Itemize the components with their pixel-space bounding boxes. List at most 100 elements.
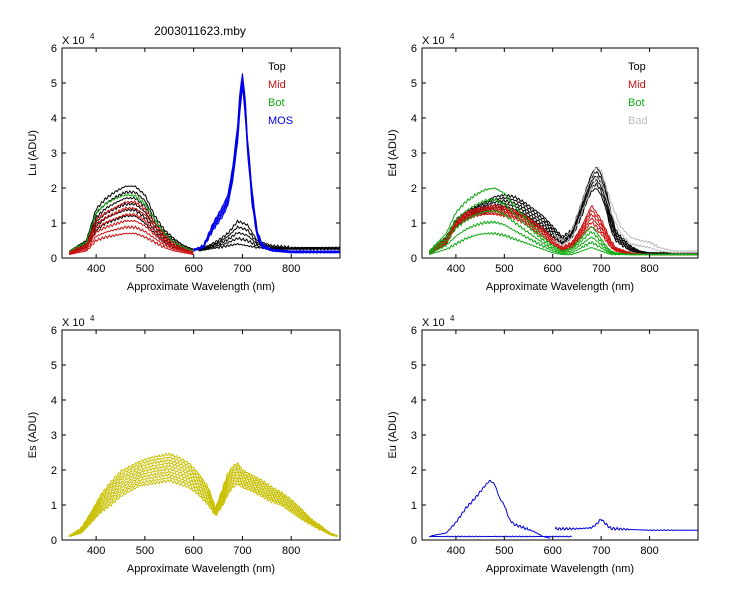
x-axis-label: Approximate Wavelength (nm) (127, 281, 275, 293)
x-tick-label: 800 (282, 263, 300, 275)
legend-entry-top: Top (268, 61, 286, 73)
y-axis-label: Eu (ADU) (387, 411, 399, 458)
series-group (68, 73, 340, 256)
x-tick-label: 600 (544, 263, 562, 275)
y-tick-label: 1 (51, 500, 57, 512)
x-tick-label: 700 (592, 263, 610, 275)
y-multiplier-exponent: 4 (90, 32, 95, 41)
y-tick-label: 5 (51, 78, 57, 90)
y-tick-label: 3 (411, 148, 417, 160)
y-tick-label: 2 (51, 465, 57, 477)
legend-entry-mid: Mid (628, 79, 646, 91)
y-tick-label: 6 (51, 43, 57, 55)
series-line-mid-4 (69, 206, 194, 253)
y-multiplier-exponent: 4 (450, 32, 455, 41)
y-tick-label: 6 (411, 325, 417, 337)
y-tick-label: 1 (411, 500, 417, 512)
series-line-mos-5 (193, 73, 340, 252)
series-line-es-0 (69, 478, 338, 538)
x-tick-label: 700 (233, 545, 251, 557)
y-tick-label: 1 (51, 218, 57, 230)
y-tick-label: 0 (411, 535, 417, 547)
y-tick-label: 5 (411, 360, 417, 372)
panel-es: 400 500 600 700 800 0 1 2 3 4 5 6 X 10 4 Approximate W… (27, 314, 341, 575)
y-tick-label: 4 (411, 395, 417, 407)
plot-frame (421, 329, 699, 541)
y-tick-label: 0 (51, 535, 57, 547)
y-multiplier: X 10 (62, 317, 85, 329)
y-tick-label: 4 (411, 113, 417, 125)
y-tick-label: 3 (51, 430, 57, 442)
series-line-top-red-4 (198, 219, 340, 250)
y-tick-label: 2 (51, 183, 57, 195)
legend-entry-bad: Bad (628, 115, 648, 127)
x-tick-label: 500 (136, 545, 154, 557)
legend-entry-bot: Bot (628, 97, 645, 109)
series-line-bad-0 (552, 175, 698, 254)
y-multiplier-exponent: 4 (450, 314, 455, 323)
y-multiplier-exponent: 4 (90, 314, 95, 323)
series-line-top-1 (428, 182, 698, 256)
series-line-top-5 (428, 166, 698, 254)
series-line-eu-base-0 (429, 535, 572, 538)
series-line-es-9 (68, 452, 338, 537)
legend-entry-mid: Mid (268, 79, 286, 91)
y-axis-label: Es (ADU) (27, 412, 39, 458)
y-tick-label: 0 (51, 253, 57, 265)
y-tick-label: 1 (411, 218, 417, 230)
series-line-bot-0 (69, 193, 194, 252)
panel-ed: 400 500 600 700 800 0 1 2 3 4 5 6 X 10 4 Approximate W… (387, 32, 699, 293)
y-tick-label: 4 (51, 113, 57, 125)
series-line-bad-1 (552, 166, 698, 252)
series-group (429, 479, 698, 539)
x-tick-label: 400 (87, 263, 105, 275)
series-line-top-5 (69, 185, 194, 252)
y-tick-label: 0 (411, 253, 417, 265)
series-line-mid-3 (69, 212, 194, 254)
series-line-eu-0 (429, 479, 551, 539)
x-tick-label: 500 (136, 263, 154, 275)
legend-entry-top: Top (628, 61, 646, 73)
y-multiplier: X 10 (422, 35, 445, 47)
plot-frame (61, 47, 341, 259)
y-multiplier: X 10 (422, 317, 445, 329)
y-axis-label: Ed (ADU) (387, 129, 399, 176)
x-tick-label: 600 (185, 545, 203, 557)
x-axis-label: Approximate Wavelength (nm) (486, 281, 634, 293)
y-tick-label: 2 (411, 183, 417, 195)
series-line-mos-0 (193, 86, 340, 254)
y-tick-label: 6 (411, 43, 417, 55)
series-line-bot-4 (428, 187, 698, 256)
y-axis-label: Lu (ADU) (27, 130, 39, 176)
x-tick-label: 500 (495, 263, 513, 275)
series-group (428, 166, 698, 256)
x-tick-label: 400 (447, 545, 465, 557)
series-line-es-7 (69, 458, 338, 537)
x-axis-label: Approximate Wavelength (nm) (486, 563, 634, 575)
x-tick-label: 600 (185, 263, 203, 275)
legend-entry-bot: Bot (268, 97, 285, 109)
y-tick-label: 5 (51, 360, 57, 372)
panel-eu: 400 500 600 700 800 0 1 2 3 4 5 6 X 10 4 Approximate W… (387, 314, 699, 575)
legend-entry-mos: MOS (268, 115, 293, 127)
y-multiplier: X 10 (62, 35, 85, 47)
series-line-mid-1 (68, 225, 194, 255)
x-tick-label: 500 (495, 545, 513, 557)
y-tick-label: 5 (411, 78, 417, 90)
plot-frame (421, 47, 699, 259)
series-group (68, 452, 338, 538)
x-tick-label: 400 (87, 545, 105, 557)
panel-lu: 400 500 600 700 800 0 1 2 3 4 5 6 X 10 4 Approximate W… (27, 32, 341, 293)
y-tick-label: 3 (411, 430, 417, 442)
x-tick-label: 400 (447, 263, 465, 275)
y-tick-label: 4 (51, 395, 57, 407)
x-tick-label: 800 (640, 545, 658, 557)
x-axis-label: Approximate Wavelength (nm) (127, 563, 275, 575)
y-tick-label: 2 (411, 465, 417, 477)
series-line-es-6 (69, 461, 338, 537)
x-tick-label: 800 (282, 545, 300, 557)
series-line-mid-0 (69, 232, 194, 256)
series-line-eu-red-0 (554, 518, 698, 532)
